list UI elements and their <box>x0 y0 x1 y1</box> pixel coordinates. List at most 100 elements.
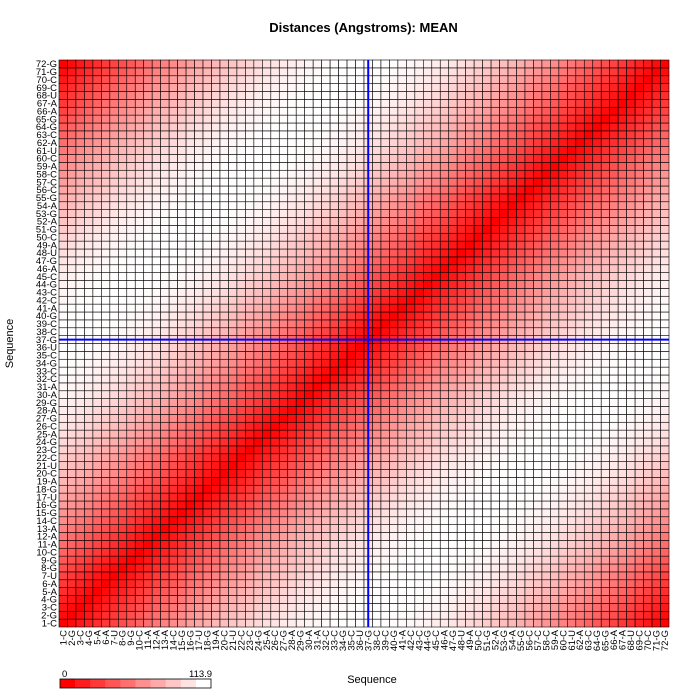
heatmap-cell[interactable] <box>600 319 610 329</box>
heatmap-cell[interactable] <box>329 319 339 329</box>
heatmap-cell[interactable] <box>516 217 526 226</box>
heatmap-cell[interactable] <box>380 406 390 415</box>
heatmap-cell[interactable] <box>236 547 246 557</box>
heatmap-cell[interactable] <box>177 516 187 525</box>
heatmap-cell[interactable] <box>312 516 322 525</box>
heatmap-cell[interactable] <box>524 390 534 399</box>
heatmap-cell[interactable] <box>600 225 610 234</box>
heatmap-cell[interactable] <box>414 587 424 596</box>
heatmap-cell[interactable] <box>600 437 610 447</box>
heatmap-cell[interactable] <box>372 429 382 439</box>
heatmap-cell[interactable] <box>626 390 636 399</box>
heatmap-cell[interactable] <box>245 311 255 321</box>
heatmap-cell[interactable] <box>558 445 568 455</box>
heatmap-cell[interactable] <box>185 453 195 462</box>
heatmap-cell[interactable] <box>431 99 441 108</box>
heatmap-cell[interactable] <box>194 67 204 77</box>
heatmap-cell[interactable] <box>202 532 212 541</box>
heatmap-cell[interactable] <box>346 469 356 478</box>
heatmap-cell[interactable] <box>253 177 263 187</box>
heatmap-cell[interactable] <box>185 303 195 313</box>
heatmap-cell[interactable] <box>177 587 187 596</box>
heatmap-cell[interactable] <box>389 295 399 305</box>
heatmap-cell[interactable] <box>372 303 382 313</box>
heatmap-cell[interactable] <box>626 500 636 510</box>
heatmap-cell[interactable] <box>253 288 263 297</box>
heatmap-cell[interactable] <box>490 610 500 620</box>
heatmap-cell[interactable] <box>541 618 551 628</box>
heatmap-cell[interactable] <box>499 327 509 336</box>
heatmap-cell[interactable] <box>380 429 390 439</box>
heatmap-cell[interactable] <box>406 280 416 289</box>
heatmap-cell[interactable] <box>456 508 466 518</box>
heatmap-cell[interactable] <box>431 138 441 147</box>
heatmap-cell[interactable] <box>609 256 619 266</box>
heatmap-cell[interactable] <box>321 232 331 242</box>
heatmap-cell[interactable] <box>185 540 195 549</box>
heatmap-cell[interactable] <box>312 437 322 447</box>
heatmap-cell[interactable] <box>211 146 221 155</box>
heatmap-cell[interactable] <box>482 421 492 431</box>
heatmap-cell[interactable] <box>456 390 466 399</box>
heatmap-cell[interactable] <box>177 146 187 155</box>
heatmap-cell[interactable] <box>558 540 568 549</box>
heatmap-cell[interactable] <box>118 366 128 376</box>
heatmap-cell[interactable] <box>465 122 475 132</box>
heatmap-cell[interactable] <box>295 311 305 321</box>
heatmap-cell[interactable] <box>397 114 407 124</box>
heatmap-cell[interactable] <box>338 138 348 147</box>
heatmap-cell[interactable] <box>295 248 305 258</box>
heatmap-cell[interactable] <box>524 524 534 533</box>
heatmap-cell[interactable] <box>406 618 416 628</box>
heatmap-cell[interactable] <box>431 303 441 313</box>
heatmap-cell[interactable] <box>101 524 111 533</box>
heatmap-cell[interactable] <box>380 579 390 588</box>
heatmap-cell[interactable] <box>177 540 187 549</box>
heatmap-cell[interactable] <box>304 374 314 384</box>
heatmap-cell[interactable] <box>507 256 517 266</box>
heatmap-cell[interactable] <box>109 343 119 352</box>
heatmap-cell[interactable] <box>126 469 136 478</box>
heatmap-cell[interactable] <box>287 390 297 399</box>
heatmap-cell[interactable] <box>211 453 221 462</box>
heatmap-cell[interactable] <box>211 579 221 588</box>
heatmap-cell[interactable] <box>550 358 560 368</box>
heatmap-cell[interactable] <box>168 358 178 368</box>
heatmap-cell[interactable] <box>194 398 204 407</box>
heatmap-cell[interactable] <box>126 618 136 628</box>
heatmap-cell[interactable] <box>118 516 128 525</box>
heatmap-cell[interactable] <box>507 398 517 407</box>
heatmap-cell[interactable] <box>431 571 441 581</box>
heatmap-cell[interactable] <box>397 264 407 273</box>
heatmap-cell[interactable] <box>465 162 475 171</box>
heatmap-cell[interactable] <box>634 75 644 84</box>
heatmap-cell[interactable] <box>295 162 305 171</box>
heatmap-cell[interactable] <box>134 547 145 557</box>
heatmap-cell[interactable] <box>541 406 551 415</box>
heatmap-cell[interactable] <box>338 288 348 297</box>
heatmap-cell[interactable] <box>490 114 500 124</box>
heatmap-cell[interactable] <box>583 571 594 581</box>
heatmap-cell[interactable] <box>456 280 466 289</box>
heatmap-cell[interactable] <box>583 414 594 423</box>
heatmap-cell[interactable] <box>439 248 450 258</box>
heatmap-cell[interactable] <box>397 374 407 384</box>
heatmap-cell[interactable] <box>211 201 221 210</box>
heatmap-cell[interactable] <box>245 201 255 210</box>
heatmap-cell[interactable] <box>389 217 399 226</box>
heatmap-cell[interactable] <box>406 209 416 218</box>
heatmap-cell[interactable] <box>143 603 153 612</box>
heatmap-cell[interactable] <box>211 516 221 525</box>
heatmap-cell[interactable] <box>346 162 356 171</box>
heatmap-cell[interactable] <box>245 374 255 384</box>
heatmap-cell[interactable] <box>177 595 187 604</box>
heatmap-cell[interactable] <box>253 547 263 557</box>
heatmap-cell[interactable] <box>151 610 161 620</box>
heatmap-cell[interactable] <box>126 453 136 462</box>
heatmap-cell[interactable] <box>380 508 390 518</box>
heatmap-cell[interactable] <box>278 351 289 360</box>
heatmap-cell[interactable] <box>321 406 331 415</box>
heatmap-cell[interactable] <box>507 374 517 384</box>
heatmap-cell[interactable] <box>118 154 128 163</box>
heatmap-cell[interactable] <box>550 421 560 431</box>
